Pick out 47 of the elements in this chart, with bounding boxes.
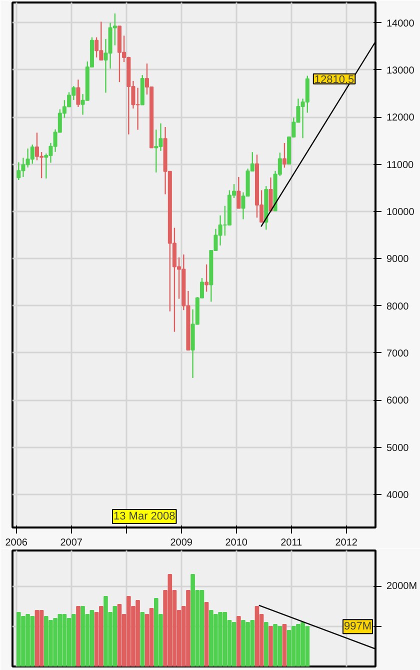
bar bbox=[149, 608, 154, 666]
candlestick bbox=[94, 36, 99, 58]
annotation: 12810,5 bbox=[314, 74, 354, 86]
y-tick-label: 13000 bbox=[386, 65, 415, 76]
candlestick bbox=[16, 162, 21, 181]
bar bbox=[232, 622, 236, 666]
y-tick-label: 12000 bbox=[386, 112, 415, 124]
bar bbox=[39, 610, 44, 666]
bar bbox=[264, 622, 268, 666]
bar bbox=[140, 612, 145, 666]
y-tick-label: 5000 bbox=[386, 442, 410, 454]
y-tick-label: 6000 bbox=[386, 396, 410, 407]
y-tick-label: 14000 bbox=[386, 18, 415, 30]
y-tick-label: 4000 bbox=[386, 490, 410, 501]
candlestick bbox=[305, 75, 310, 114]
x-tick-label: 2006 bbox=[5, 538, 28, 548]
y-tick-label: 10000 bbox=[386, 206, 415, 218]
candlestick bbox=[282, 142, 286, 168]
candlestick bbox=[236, 176, 241, 209]
y-tick-label: 2000M bbox=[386, 581, 418, 592]
bar bbox=[90, 610, 94, 666]
y-tick-label: 7000 bbox=[386, 348, 410, 360]
bar bbox=[62, 614, 67, 666]
y-tick-label: 9000 bbox=[386, 254, 410, 266]
annotation: 997M bbox=[344, 620, 372, 633]
x-tick-label: 2012 bbox=[335, 538, 358, 548]
candlestick bbox=[76, 79, 80, 108]
candlestick bbox=[30, 144, 34, 164]
y-tick-label: 11000 bbox=[386, 160, 414, 171]
bar bbox=[282, 624, 287, 666]
bar bbox=[236, 616, 241, 666]
bar bbox=[204, 602, 209, 666]
bar bbox=[200, 590, 204, 666]
bar bbox=[117, 604, 122, 666]
annotation: 13 Mar 2008 bbox=[114, 510, 176, 522]
bar bbox=[254, 606, 260, 666]
candlestick bbox=[204, 264, 209, 292]
x-tick-label: 2007 bbox=[60, 538, 83, 548]
bar bbox=[76, 606, 80, 666]
candlestick bbox=[268, 176, 273, 213]
x-tick-label: 2011 bbox=[280, 538, 303, 548]
x-tick-label: 2010 bbox=[225, 538, 248, 548]
y-tick-label: 8000 bbox=[386, 301, 410, 312]
bar bbox=[34, 610, 40, 666]
x-tick-label: 2009 bbox=[170, 538, 193, 548]
candlestick bbox=[154, 129, 158, 174]
bar bbox=[268, 626, 273, 666]
